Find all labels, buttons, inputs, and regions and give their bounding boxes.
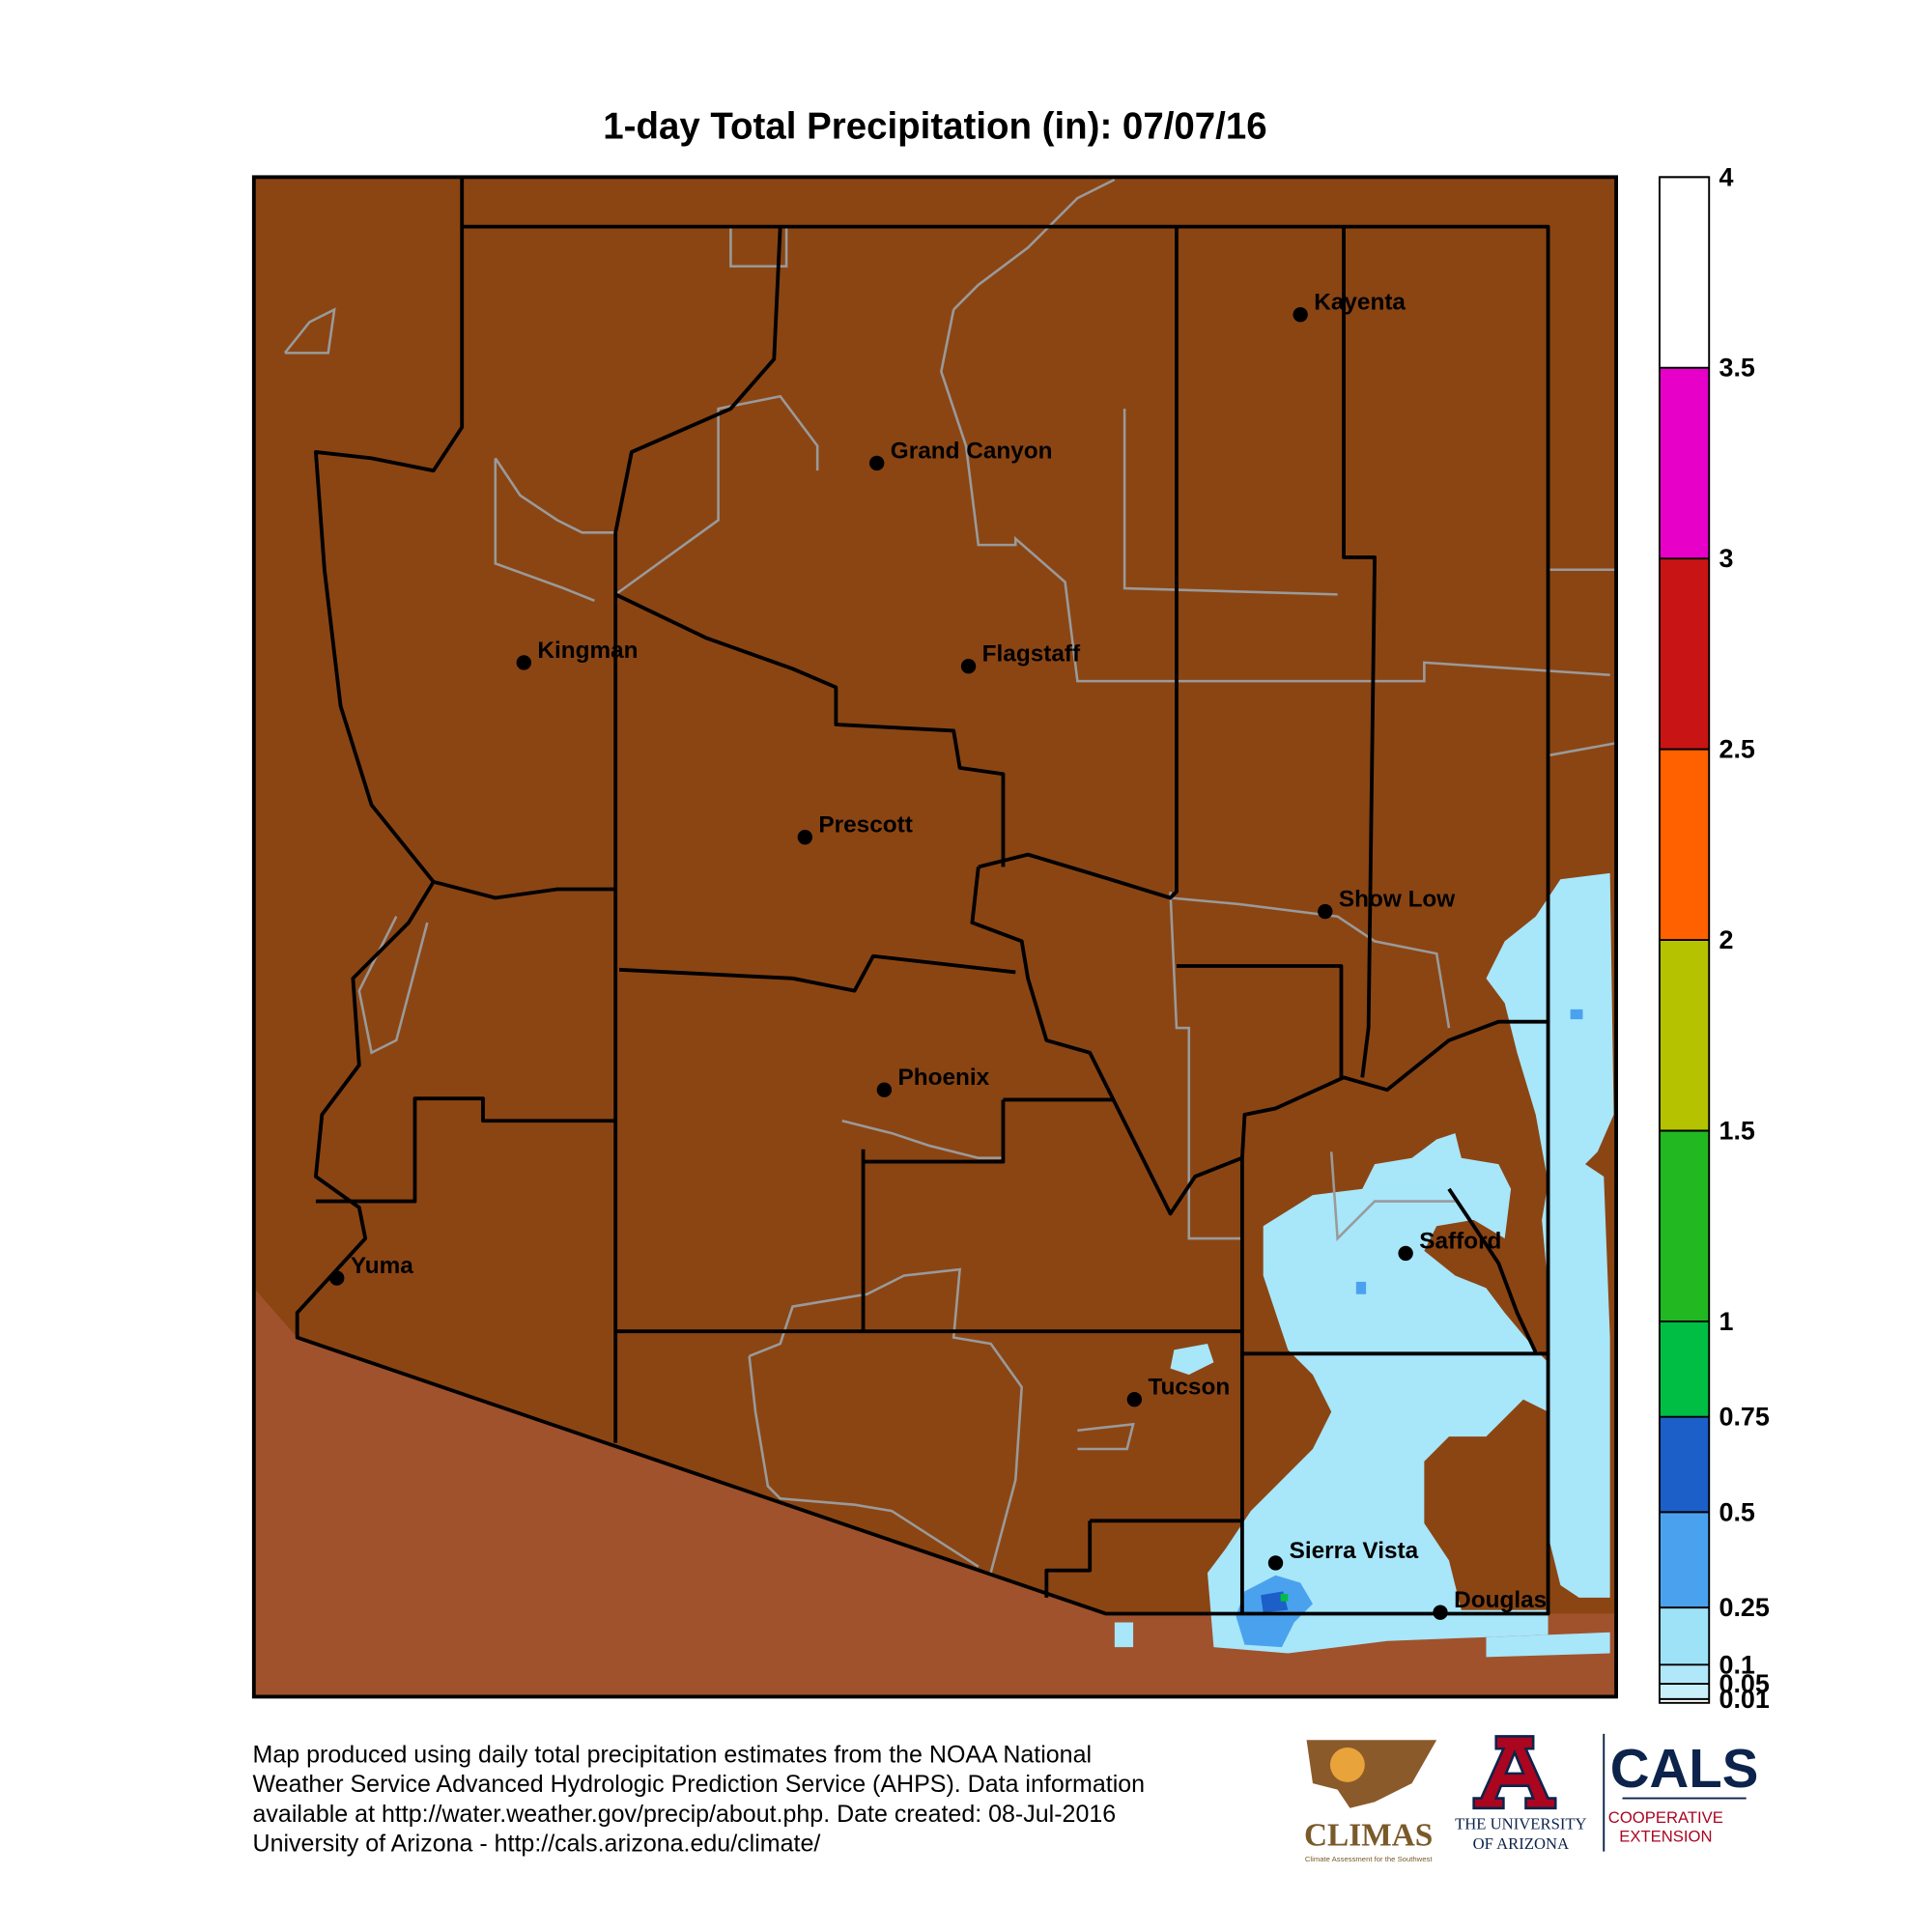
county-lines — [295, 177, 1550, 1616]
logos: CLIMAS Climate Assessment for the Southw… — [1304, 1733, 1759, 1863]
colorbar-tick-label: 4 — [1719, 162, 1733, 191]
colorbar-tick-label: 0.01 — [1719, 1685, 1769, 1714]
colorbar-bin — [1659, 749, 1710, 941]
colorbar-tick-label: 0.1 — [1719, 1650, 1754, 1679]
colorbar-bin — [1659, 1664, 1710, 1685]
cals-label: CALS — [1610, 1738, 1759, 1799]
footer-line: Weather Service Advanced Hydrologic Pred… — [253, 1771, 1146, 1798]
city-label: Sierra Vista — [1290, 1538, 1419, 1564]
colorbar-tick-label: 3 — [1719, 544, 1733, 573]
city-dot — [1267, 1555, 1284, 1571]
city-dot — [876, 1082, 893, 1097]
city-label: Yuma — [351, 1253, 413, 1279]
colorbar-tick-label: 2 — [1719, 925, 1733, 954]
city-dot — [1433, 1605, 1448, 1620]
cals-line2: EXTENSION — [1619, 1827, 1712, 1845]
cals-line1: COOPERATIVE — [1608, 1808, 1723, 1827]
climas-sun — [1329, 1747, 1365, 1782]
city-dot — [869, 455, 885, 471]
city-dot — [329, 1270, 345, 1286]
footer-line: University of Arizona - http://cals.ariz… — [253, 1831, 821, 1858]
city-label: Prescott — [818, 812, 912, 838]
colorbar-bin — [1659, 1684, 1710, 1699]
city-dot — [797, 829, 813, 845]
colorbar-bin — [1659, 1321, 1710, 1417]
ua-logo — [1472, 1735, 1557, 1810]
city-label: Grand Canyon — [891, 438, 1053, 464]
city-label: Flagstaff — [982, 641, 1081, 668]
colorbar-tick-label: 3.5 — [1719, 354, 1754, 383]
city-label: Safford — [1419, 1228, 1501, 1254]
footer-line: available at http://water.weather.gov/pr… — [253, 1801, 1117, 1828]
city-dot — [960, 659, 977, 674]
colorbar-bin — [1659, 1130, 1710, 1321]
colorbar-bin — [1659, 940, 1710, 1131]
city-dot — [1293, 306, 1308, 323]
reservation-lines — [283, 178, 1617, 1574]
city-label: Kayenta — [1314, 290, 1406, 316]
city-dot — [1318, 903, 1333, 920]
colorbar-bin — [1659, 177, 1710, 368]
climas-label: CLIMAS — [1304, 1817, 1433, 1853]
ua-line2: OF ARIZONA — [1473, 1834, 1569, 1853]
colorbar-bin — [1659, 1416, 1710, 1513]
map-title: 1-day Total Precipitation (in): 07/07/16 — [603, 106, 1266, 148]
city-dot — [1126, 1392, 1143, 1407]
colorbar-tick-label: 2.5 — [1719, 735, 1754, 764]
map: Kayenta Grand Canyon Kingman Flagstaff Presc… — [251, 175, 1618, 1699]
mexico — [253, 1288, 1617, 1697]
colorbar-tick-label: 0.05 — [1719, 1669, 1769, 1698]
climas-sub: Climate Assessment for the Southwest — [1305, 1855, 1433, 1863]
cities: Kayenta Grand Canyon Kingman Flagstaff Presc… — [329, 290, 1547, 1620]
ua-line1: THE UNIVERSITY — [1455, 1815, 1586, 1833]
colorbar-tick-label: 0.25 — [1719, 1593, 1769, 1622]
city-dot — [1398, 1245, 1413, 1262]
colorbar-bin — [1659, 1512, 1710, 1608]
colorbar-tick-label: 1 — [1719, 1307, 1733, 1336]
footer-line: Map produced using daily total precipita… — [253, 1741, 1093, 1768]
map-frame — [251, 175, 1618, 1699]
colorbar-bin — [1659, 558, 1710, 750]
colorbar-bin — [1659, 367, 1710, 559]
city-label: Phoenix — [897, 1065, 989, 1091]
colorbar: 0.010.050.1 0.25 0.5 0.75 1 1.5 2 2.5 3 3.5 4 — [1658, 162, 1770, 1714]
colorbar-tick-label: 0.75 — [1719, 1403, 1769, 1432]
colorbar-bin — [1659, 1607, 1710, 1665]
city-label: Douglas — [1454, 1587, 1547, 1613]
city-dot — [516, 655, 531, 670]
colorbar-tick-label: 0.5 — [1719, 1497, 1754, 1526]
city-label: Kingman — [537, 638, 638, 664]
climas-icon — [1306, 1740, 1437, 1808]
colorbar-tick-label: 1.5 — [1719, 1116, 1754, 1145]
city-label: Show Low — [1339, 886, 1455, 912]
city-label: Tucson — [1148, 1375, 1230, 1401]
footer: Map produced using daily total precipita… — [253, 1741, 1146, 1857]
